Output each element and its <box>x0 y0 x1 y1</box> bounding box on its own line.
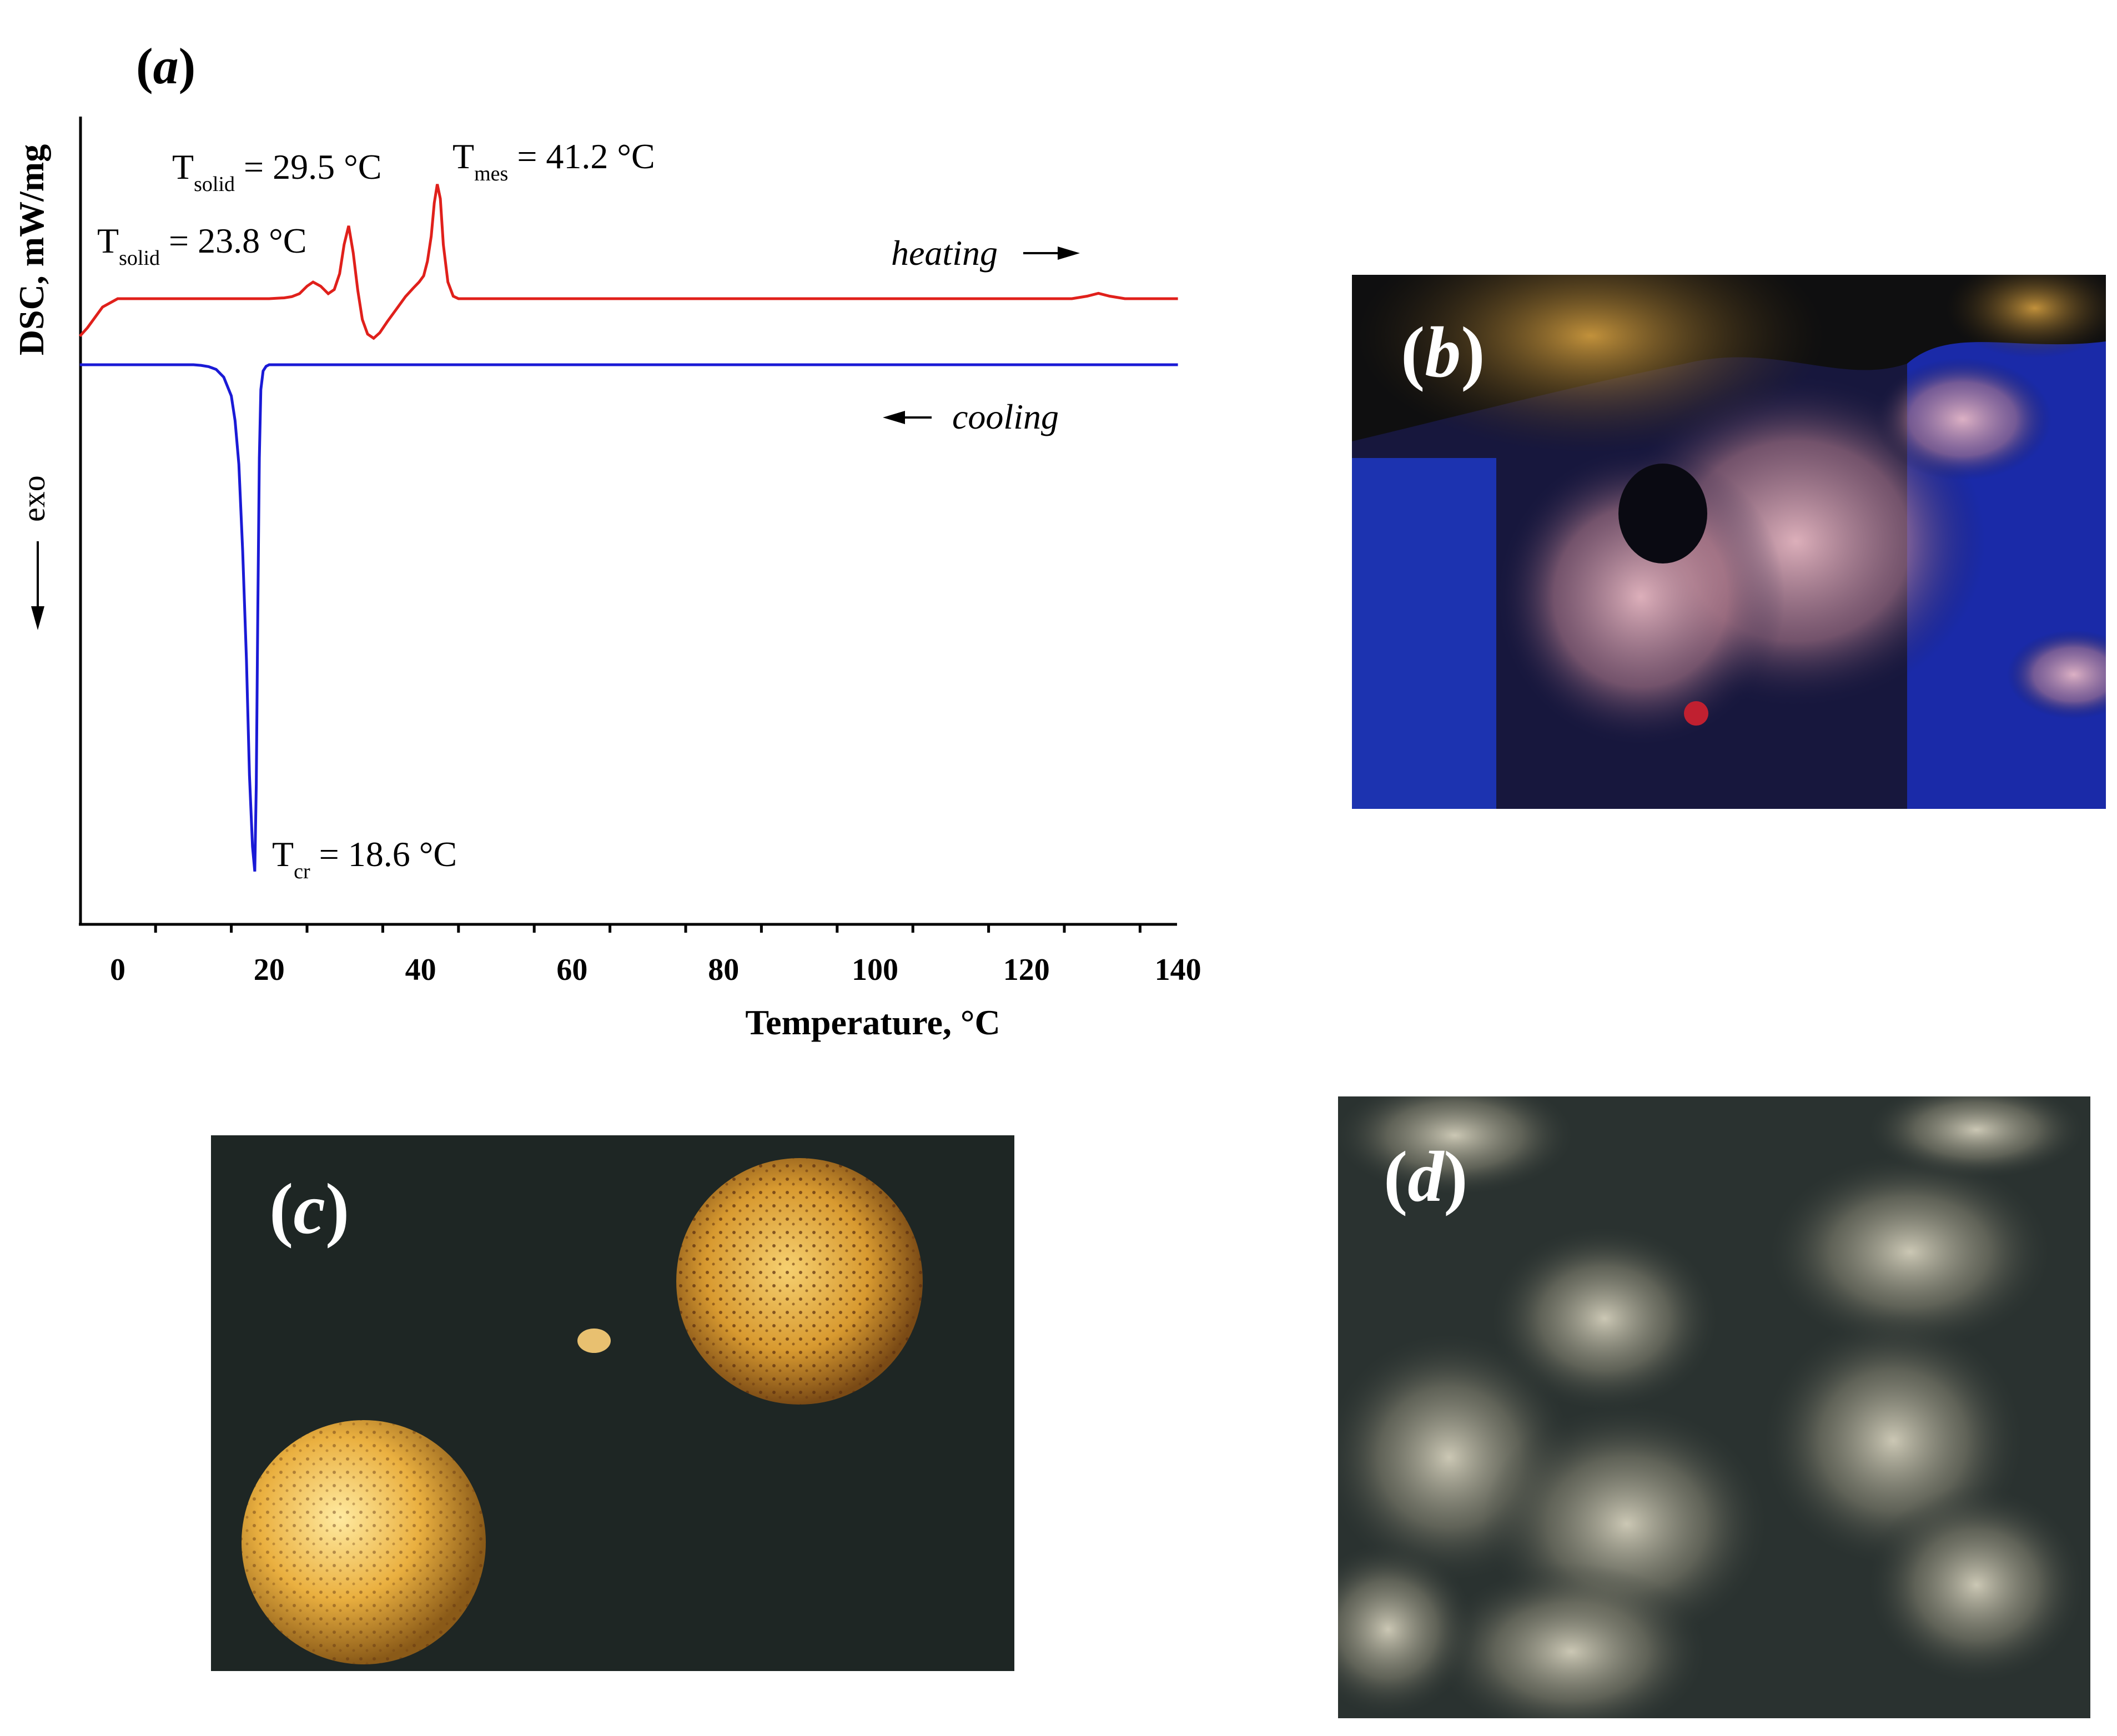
x-tick-label: 40 <box>405 953 436 987</box>
micrograph-d-image <box>1338 1096 2090 1718</box>
annotation-t-mes: Tmes = 41.2 °C <box>452 137 655 185</box>
x-tick-label: 60 <box>556 953 587 987</box>
x-axis-ticks <box>154 924 1142 933</box>
heating-label-group: heating <box>891 233 1080 273</box>
cooling-arrow-icon <box>883 411 905 424</box>
panel-b-label: (b) <box>1401 313 1485 393</box>
exo-arrow-head-icon <box>31 606 44 630</box>
panel-d-label: (d) <box>1384 1137 1468 1217</box>
micrograph-c-image <box>211 1135 1014 1671</box>
micrograph-c: (c) <box>211 1135 1014 1671</box>
panel-c-label: (c) <box>269 1169 350 1249</box>
series-cooling-line <box>79 363 1178 872</box>
x-tick-label: 100 <box>852 953 898 987</box>
micrograph-b: (b) <box>1352 275 2106 809</box>
heating-label: heating <box>891 233 998 273</box>
exo-label: exo <box>16 475 52 522</box>
x-tick-label: 120 <box>1003 953 1050 987</box>
x-tick-label: 140 <box>1155 953 1201 987</box>
exo-direction: exo <box>16 475 52 630</box>
x-tick-label: 80 <box>708 953 739 987</box>
series-heating-line <box>78 184 1178 340</box>
y-axis-title: DSC, mW/mg <box>12 144 51 355</box>
x-tick-label: 20 <box>254 953 285 987</box>
dsc-axes <box>79 117 1177 926</box>
x-axis-tick-labels: 0 20 40 60 80 100 120 140 <box>110 953 1201 987</box>
annotation-t-cr: Tcr = 18.6 °C <box>272 834 457 883</box>
panel-a-label: (a) <box>136 38 195 94</box>
x-tick-label: 0 <box>110 953 125 987</box>
x-axis-title: Temperature, °C <box>745 1003 1000 1042</box>
micrograph-d: (d) <box>1338 1096 2090 1718</box>
cooling-label: cooling <box>952 397 1059 436</box>
heating-arrow-icon <box>1058 246 1080 260</box>
micrograph-b-image <box>1352 275 2106 809</box>
annotation-t-solid-1: Tsolid = 23.8 °C <box>97 221 306 270</box>
cooling-label-group: cooling <box>883 397 1059 436</box>
annotation-t-solid-2: Tsolid = 29.5 °C <box>172 147 381 196</box>
